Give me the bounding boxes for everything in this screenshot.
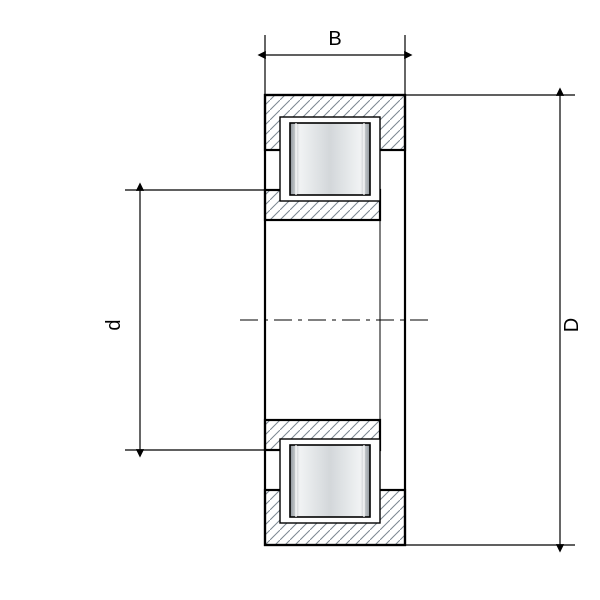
- label-d: d: [103, 319, 125, 330]
- label-D: D: [561, 318, 583, 332]
- roller-top: [290, 123, 370, 195]
- bearing-cross-section-diagram: B Dd: [0, 0, 600, 600]
- geometry-layer: [240, 95, 430, 545]
- roller-bottom: [290, 445, 370, 517]
- label-B: B: [328, 28, 341, 50]
